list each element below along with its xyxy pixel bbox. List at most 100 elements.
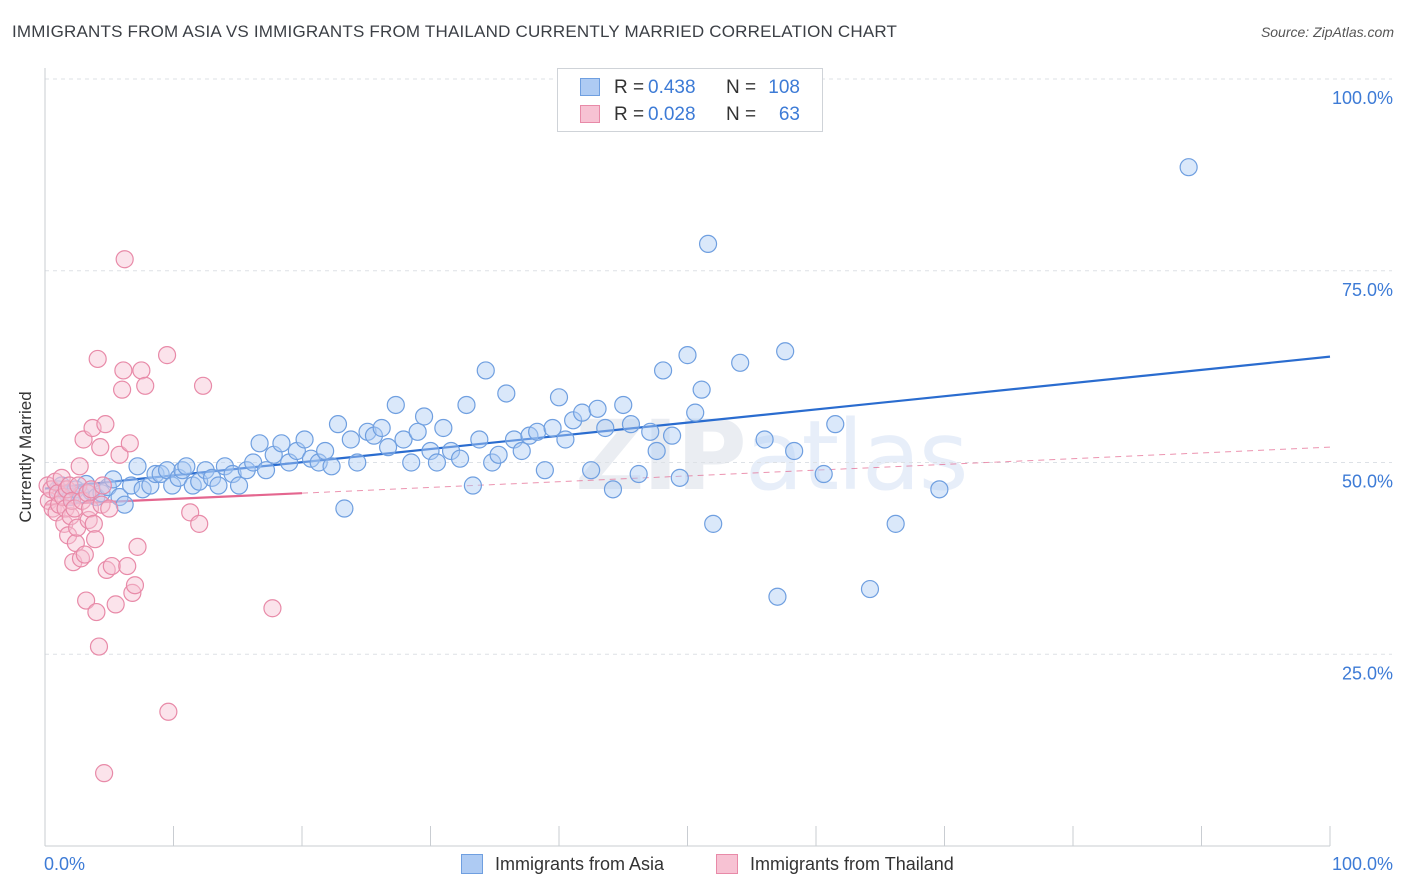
asia-point bbox=[364, 426, 384, 445]
thailand-point bbox=[84, 514, 103, 533]
thailand-point bbox=[65, 499, 84, 518]
asia-point bbox=[421, 441, 440, 461]
source-label: Source: ZipAtlas.com bbox=[1260, 24, 1394, 40]
asia-point bbox=[603, 480, 623, 499]
thailand-point bbox=[100, 499, 119, 518]
thailand-point bbox=[82, 480, 101, 499]
thailand-point bbox=[120, 434, 139, 453]
asia-point bbox=[1179, 158, 1198, 177]
asia-point bbox=[414, 407, 434, 426]
asia-point bbox=[408, 422, 427, 441]
asia-point bbox=[860, 579, 880, 599]
asia-point bbox=[450, 449, 470, 468]
thailand-point bbox=[95, 764, 114, 783]
bottom-legend-swatch-asia bbox=[461, 854, 483, 874]
asia-point bbox=[549, 388, 569, 407]
x-tick-label: 100.0% bbox=[1332, 854, 1393, 874]
legend-n-value: 63 bbox=[778, 104, 800, 125]
thailand-point bbox=[52, 468, 71, 487]
thailand-point bbox=[93, 476, 112, 495]
stats-legend: R = 0.438 N = 108 R = 0.028 N = 63 bbox=[557, 68, 823, 132]
thailand-point bbox=[89, 637, 109, 656]
legend-swatch-asia bbox=[580, 78, 600, 96]
thailand-point bbox=[86, 530, 105, 549]
thailand-point bbox=[125, 576, 145, 595]
asia-point bbox=[434, 418, 453, 438]
label-layer: 25.0% 50.0% 75.0% 100.0% 0.0% 100.0% bbox=[44, 88, 1393, 874]
asia-point bbox=[573, 403, 592, 422]
thailand-trend-line bbox=[44, 492, 303, 506]
legend-r-label: R = bbox=[614, 104, 645, 125]
asia-point bbox=[647, 441, 666, 461]
asia-point bbox=[177, 457, 196, 476]
asia-point bbox=[316, 441, 335, 461]
asia-point bbox=[223, 464, 242, 484]
asia-point bbox=[698, 234, 718, 254]
asia-point bbox=[146, 464, 165, 484]
asia-point bbox=[141, 476, 160, 495]
asia-point bbox=[930, 480, 949, 499]
asia-point bbox=[497, 384, 516, 403]
asia-point bbox=[229, 476, 249, 495]
asia-point bbox=[348, 453, 367, 472]
thailand-point bbox=[110, 445, 129, 464]
asia-point bbox=[250, 434, 269, 453]
y-tick-label: 50.0% bbox=[1342, 472, 1393, 492]
chart-title: IMMIGRANTS FROM ASIA VS IMMIGRANTS FROM … bbox=[12, 22, 898, 41]
thailand-point bbox=[70, 457, 89, 476]
asia-point bbox=[588, 399, 607, 418]
asia-point bbox=[104, 470, 123, 489]
legend-n-label: N = bbox=[726, 104, 757, 125]
thailand-point bbox=[136, 376, 155, 395]
legend-n-value: 108 bbox=[768, 77, 800, 98]
y-tick-label: 100.0% bbox=[1332, 88, 1393, 108]
asia-point bbox=[489, 445, 508, 464]
asia-point bbox=[256, 461, 276, 480]
y-tick-label: 25.0% bbox=[1342, 663, 1393, 683]
x-tick-label: 0.0% bbox=[44, 854, 85, 874]
asia-point bbox=[596, 418, 615, 438]
asia-point bbox=[372, 418, 391, 438]
legend-n-label: N = bbox=[726, 77, 757, 98]
asia-point bbox=[704, 514, 723, 533]
thailand-point bbox=[132, 361, 151, 380]
thailand-point bbox=[96, 415, 115, 434]
thailand-point bbox=[106, 595, 125, 614]
thailand-point bbox=[88, 349, 107, 369]
trend-layer bbox=[44, 355, 1331, 506]
thailand-point bbox=[118, 556, 137, 576]
asia-point bbox=[785, 441, 804, 461]
thailand-point bbox=[112, 380, 132, 399]
thailand-point bbox=[115, 250, 134, 269]
asia-point bbox=[295, 430, 314, 449]
asia-point bbox=[629, 464, 648, 484]
legend-r-value: 0.028 bbox=[648, 104, 696, 125]
asia-point bbox=[386, 395, 405, 415]
thailand-point bbox=[75, 545, 94, 564]
bottom-legend-swatch-thailand bbox=[716, 854, 738, 874]
asia-point bbox=[776, 342, 795, 361]
asia-point bbox=[328, 415, 348, 434]
asia-point bbox=[678, 346, 697, 365]
thailand-point bbox=[159, 702, 178, 721]
thailand-point bbox=[91, 438, 110, 457]
thailand-point bbox=[157, 346, 177, 365]
asia-point bbox=[394, 430, 413, 449]
asia-point bbox=[755, 430, 774, 449]
thailand-point bbox=[128, 537, 147, 556]
asia-point bbox=[427, 453, 447, 472]
asia-point bbox=[115, 495, 134, 514]
asia-point bbox=[209, 476, 228, 495]
axis-layer bbox=[44, 68, 1331, 847]
thailand-point bbox=[87, 602, 106, 622]
thailand-point bbox=[193, 376, 213, 395]
asia-point bbox=[463, 476, 483, 495]
asia-point bbox=[814, 464, 833, 484]
asia-point bbox=[402, 453, 421, 472]
asia-point bbox=[272, 434, 291, 453]
asia-point bbox=[476, 361, 495, 380]
asia-point bbox=[670, 468, 689, 487]
bottom-legend-label-asia: Immigrants from Asia bbox=[495, 854, 665, 874]
asia-point bbox=[582, 461, 601, 480]
